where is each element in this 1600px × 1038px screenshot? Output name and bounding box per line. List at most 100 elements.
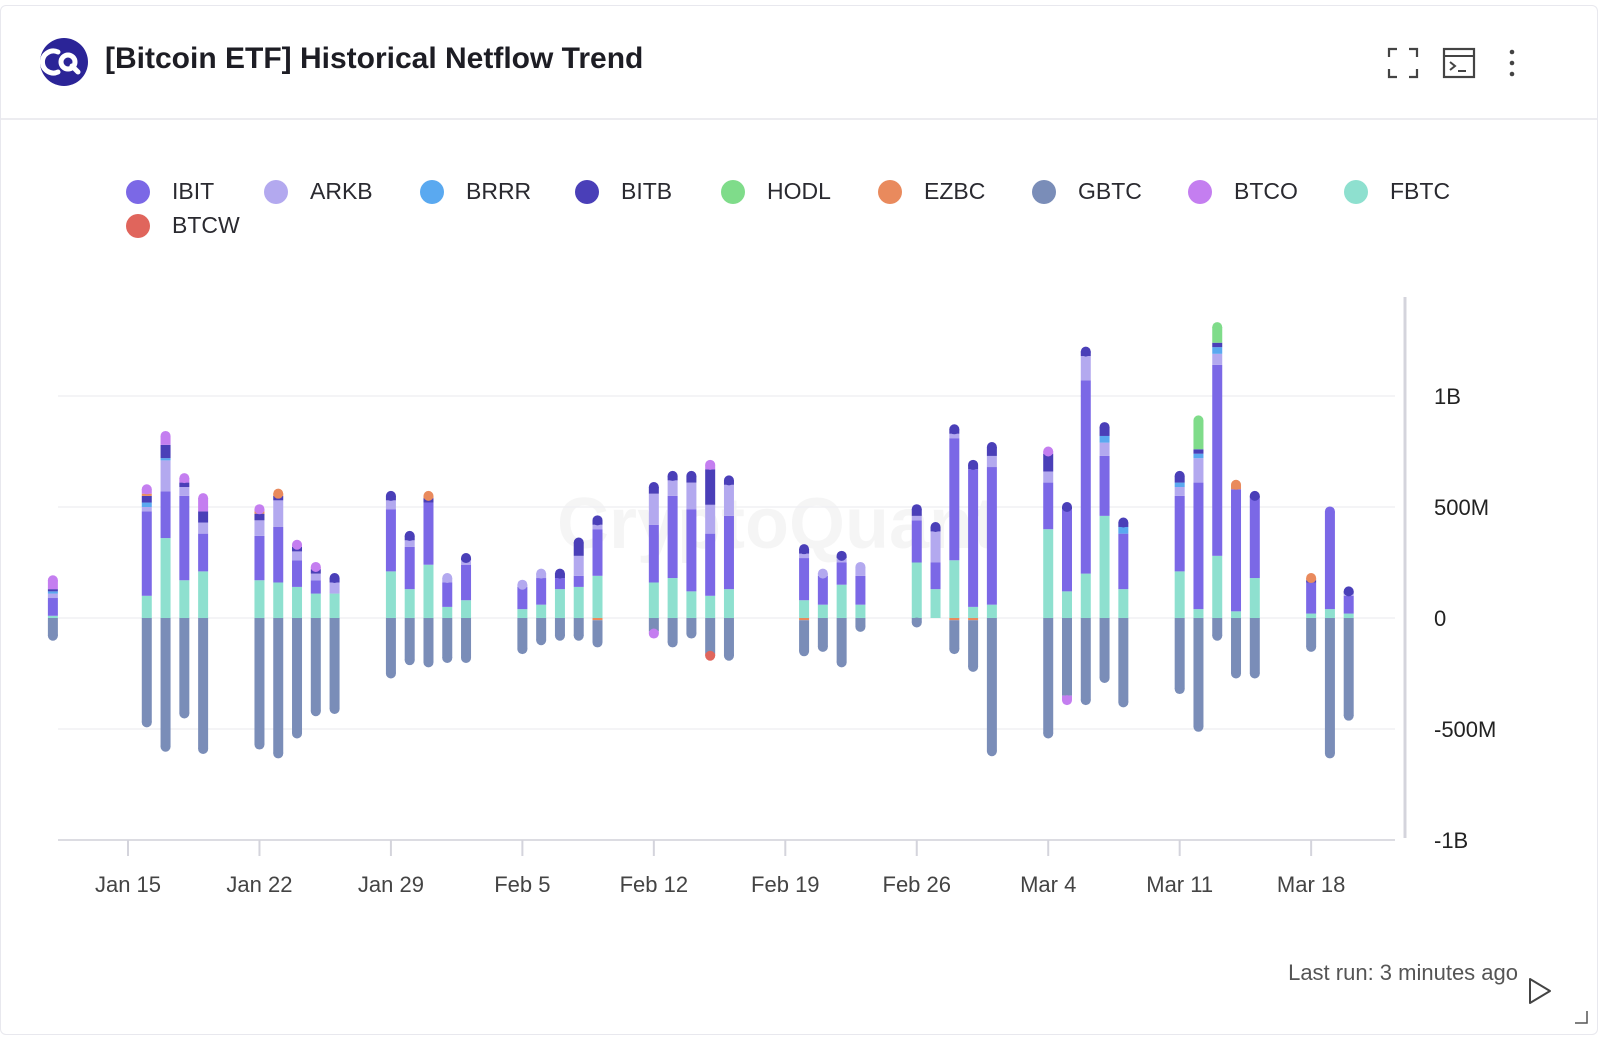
bar-segment-ibit [442, 582, 453, 607]
bar-cap [329, 573, 340, 584]
bar-segment-fbtc [554, 589, 565, 618]
bar-cap [423, 490, 434, 501]
bar-segment-arkb [141, 507, 152, 512]
legend-item-brrr[interactable]: BRRR [420, 178, 531, 205]
card-title: [Bitcoin ETF] Historical Netflow Trend [105, 42, 644, 75]
bar-segment-fbtc [292, 586, 303, 618]
terminal-icon[interactable] [1442, 46, 1476, 80]
bar-segment-fbtc [404, 589, 415, 618]
bar-segment-ibit [1174, 495, 1185, 572]
bar-segment-gbtc [968, 620, 979, 667]
more-vertical-icon[interactable] [1495, 46, 1529, 80]
bar-segment-gbtc [817, 618, 828, 647]
bar-segment-ibit [799, 558, 810, 601]
bar-segment-ibit [141, 511, 152, 596]
bar-segment-ibit [554, 578, 565, 590]
legend-swatch [126, 179, 150, 204]
x-tick-label: Feb 19 [751, 872, 820, 897]
bar-segment-ibit [423, 502, 434, 565]
bar-segment-arkb [986, 455, 997, 468]
bar-segment-fbtc [254, 580, 265, 618]
bar-segment-gbtc [141, 618, 152, 723]
bar-segment-arkb [911, 515, 922, 521]
bar-cap [1212, 322, 1223, 333]
bar-segment-gbtc [329, 618, 340, 710]
bar-segment-ibit [1212, 364, 1223, 556]
bar-cap [968, 459, 979, 470]
bar-segment-fbtc [573, 586, 584, 618]
bar-segment-ibit [1080, 380, 1091, 574]
bar-segment-bitb [1193, 449, 1204, 454]
bar-cap [254, 504, 265, 515]
bar-segment-fbtc [1343, 613, 1354, 618]
bar-segment-gbtc [461, 618, 472, 658]
legend-item-ezbc[interactable]: EZBC [878, 178, 985, 205]
x-tick-label: Feb 5 [494, 872, 550, 897]
bar-cap [930, 521, 941, 532]
y-tick-label: -500M [1434, 717, 1496, 742]
bar-segment-fbtc [536, 604, 547, 618]
bar-segment-brrr [47, 591, 58, 594]
expand-icon[interactable] [1386, 46, 1420, 80]
bar-segment-gbtc [1099, 618, 1110, 678]
bar-segment-fbtc [1231, 611, 1242, 618]
legend-label: EZBC [924, 178, 986, 204]
bar-segment-arkb [1043, 471, 1054, 483]
bar-segment-gbtc [179, 618, 190, 714]
bar-cap [1174, 470, 1185, 481]
legend-item-btcw[interactable]: BTCW [126, 212, 240, 239]
bar-cap [160, 430, 171, 441]
bar-segment-ibit [968, 469, 979, 607]
bar-segment-gbtc [1306, 618, 1317, 647]
bar-segment-gbtc [705, 618, 716, 654]
bar-cap [198, 743, 209, 754]
bar-segment-gbtc [423, 618, 434, 663]
bar-cap [404, 655, 415, 666]
legend-item-btco[interactable]: BTCO [1188, 178, 1298, 205]
bar-segment-fbtc [1249, 578, 1260, 618]
bar-cap [1118, 697, 1129, 708]
legend-item-bitb[interactable]: BITB [575, 178, 672, 205]
legend-label: BITB [621, 178, 673, 204]
bar-segment-gbtc [723, 618, 734, 656]
bar-cap [461, 652, 472, 663]
bar-cap [1212, 630, 1223, 641]
bar-cap [554, 630, 565, 641]
legend-item-fbtc[interactable]: FBTC [1344, 178, 1450, 205]
bar-cap [273, 488, 284, 499]
bar-cap [1193, 721, 1204, 732]
bar-cap [592, 637, 603, 648]
bar-segment-gbtc [1043, 618, 1054, 734]
bar-segment-fbtc [1306, 613, 1317, 618]
bar-segment-ibit [1062, 509, 1072, 592]
legend-item-arkb[interactable]: ARKB [264, 178, 373, 205]
resize-handle-icon[interactable] [1574, 1010, 1588, 1024]
bar-segment-ibit [1306, 582, 1317, 614]
bar-segment-arkb [292, 551, 303, 561]
bar-segment-ezbc [592, 618, 603, 621]
bar-segment-ibit [911, 520, 922, 563]
bar-segment-fbtc [461, 600, 472, 618]
bar-segment-fbtc [1062, 591, 1072, 618]
bar-segment-ezbc [141, 493, 152, 496]
bar-cap [705, 459, 716, 470]
bar-cap [1062, 695, 1072, 706]
legend-item-ibit[interactable]: IBIT [126, 178, 214, 205]
play-icon[interactable] [1524, 976, 1554, 1006]
bar-segment-ibit [1343, 595, 1354, 614]
bar-segment-hodl [1212, 327, 1223, 343]
bar-cap [1118, 517, 1129, 528]
y-tick-label: 1B [1434, 384, 1461, 409]
bar-segment-ibit [385, 509, 396, 572]
bar-segment-gbtc [1193, 618, 1204, 727]
legend-label: FBTC [1390, 178, 1451, 204]
bar-segment-arkb [648, 493, 659, 525]
bar-cap [1343, 710, 1354, 721]
bar-cap [141, 484, 152, 495]
legend-item-gbtc[interactable]: GBTC [1032, 178, 1142, 205]
legend-item-hodl[interactable]: HODL [721, 178, 831, 205]
bar-cap [648, 628, 659, 639]
bar-segment-fbtc [442, 606, 453, 618]
bar-segment-gbtc [517, 618, 528, 650]
bar-segment-ibit [179, 495, 190, 581]
